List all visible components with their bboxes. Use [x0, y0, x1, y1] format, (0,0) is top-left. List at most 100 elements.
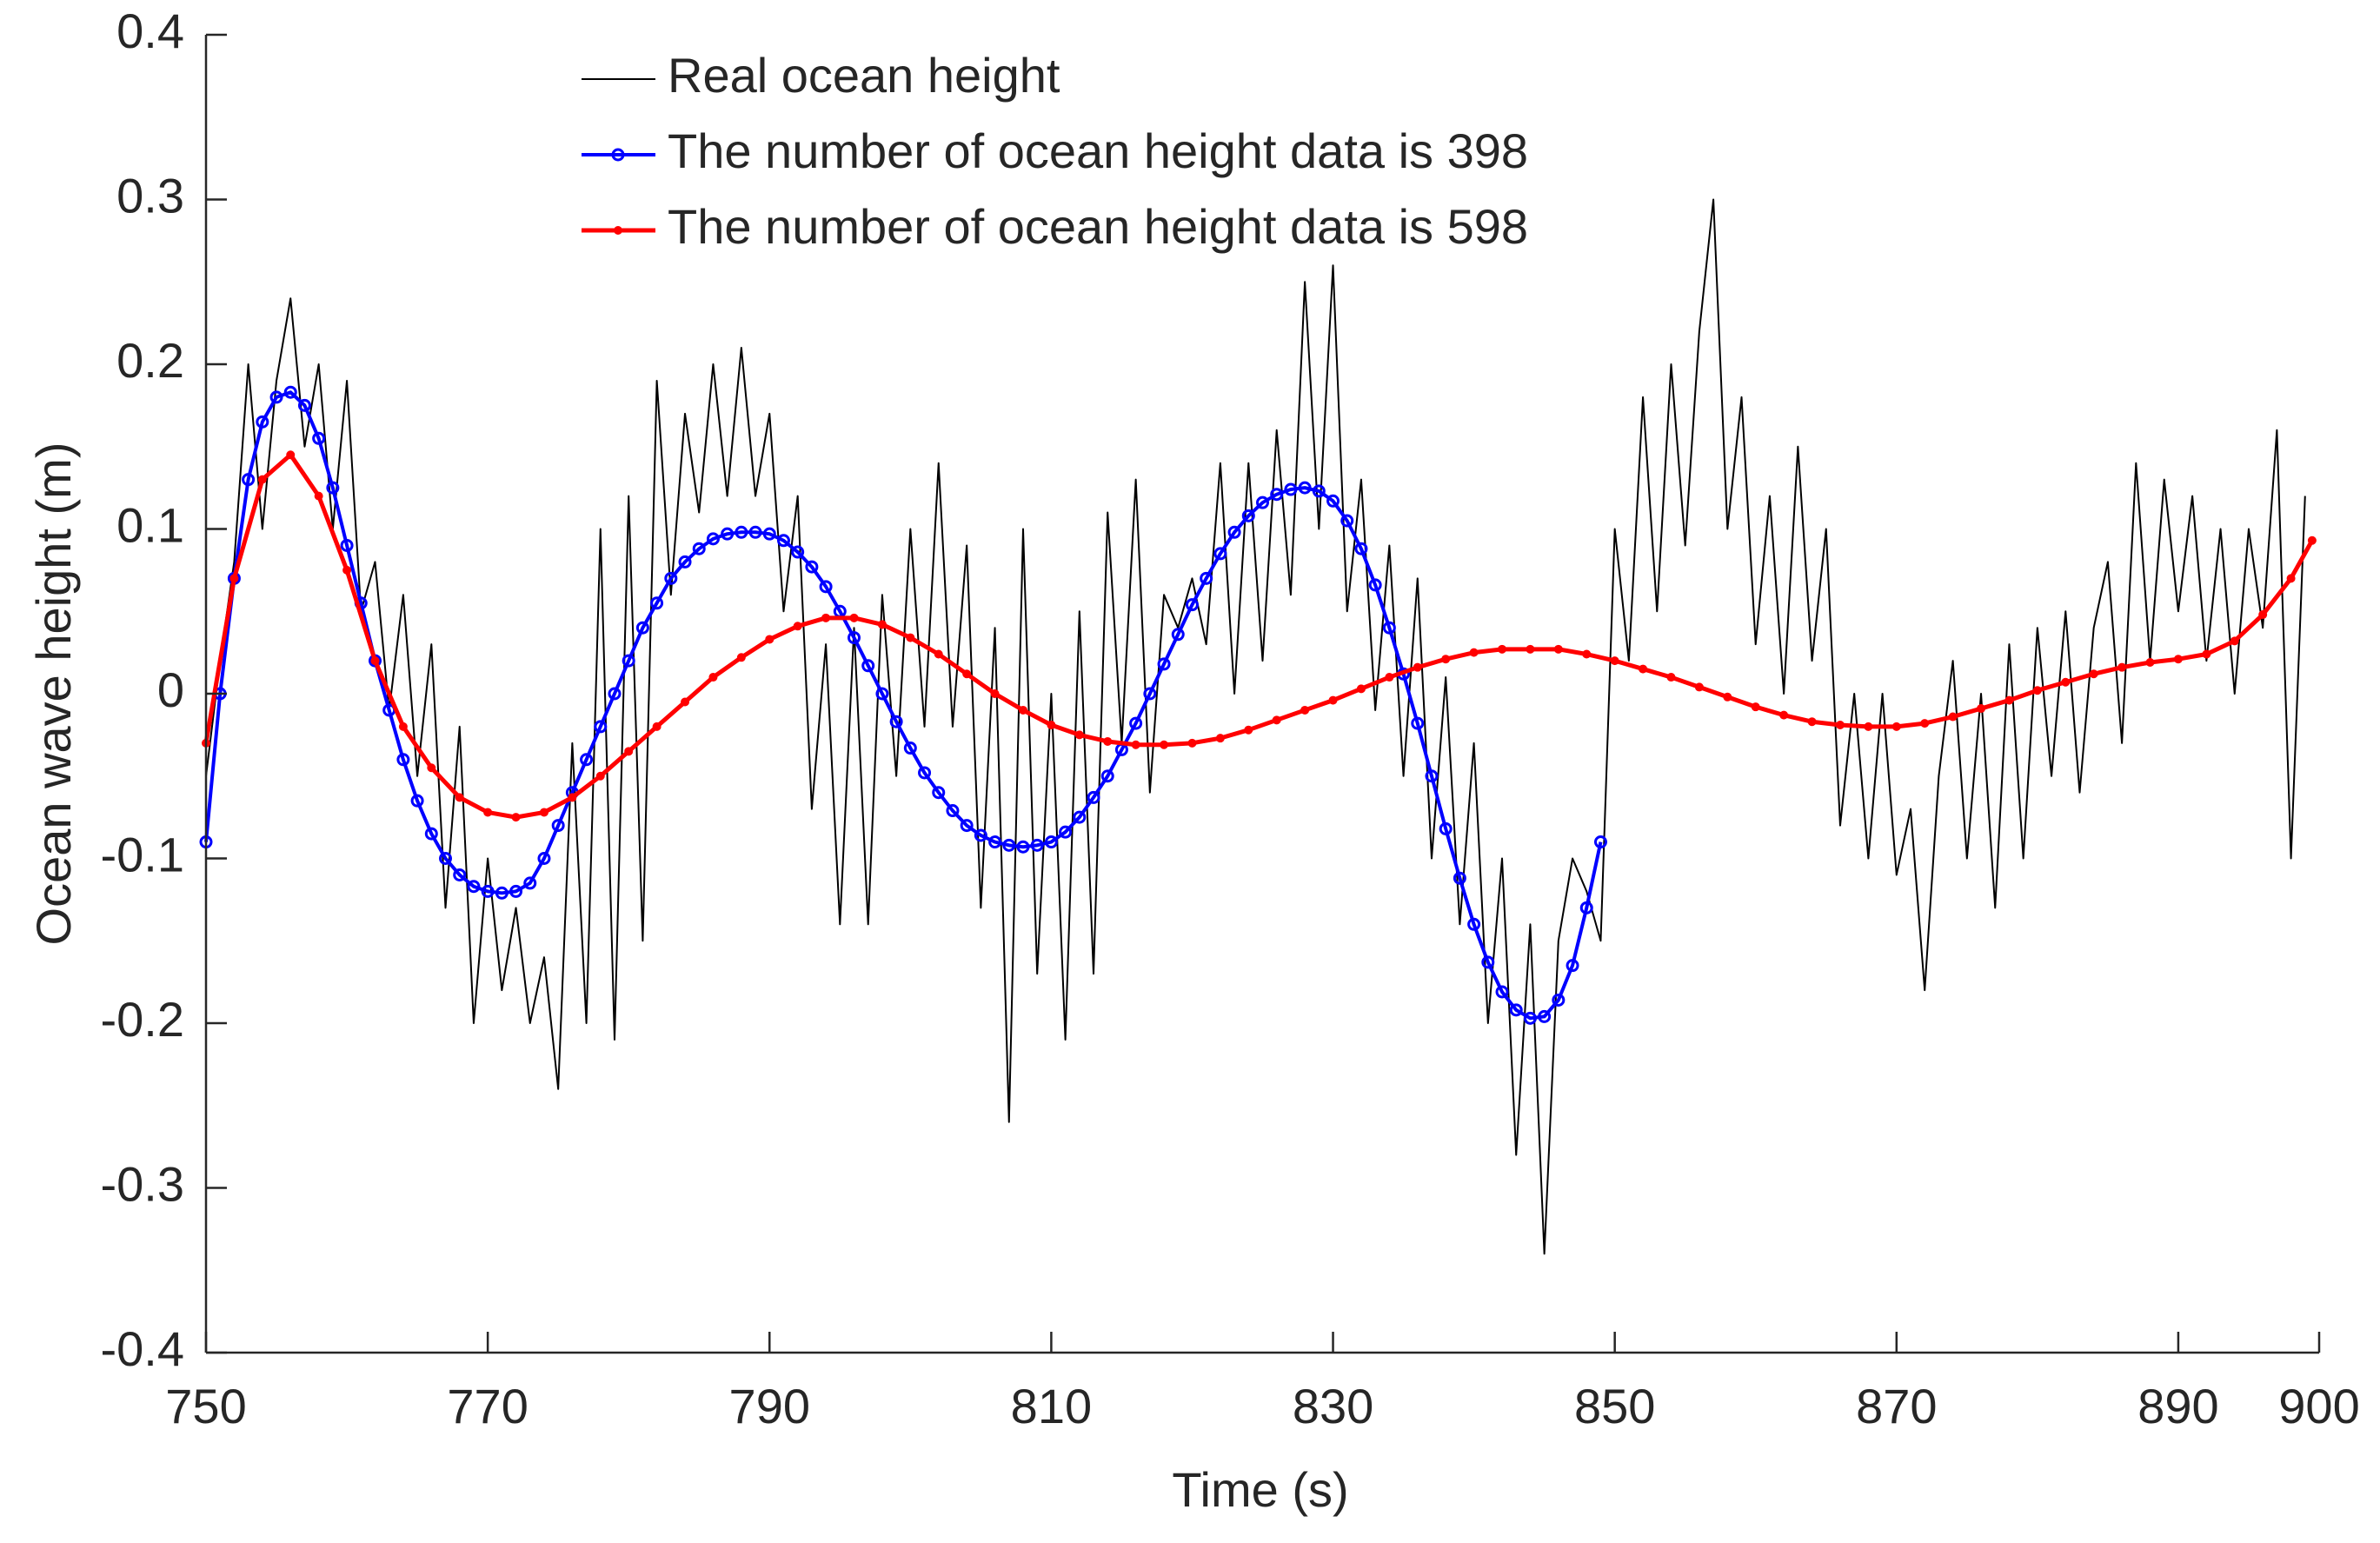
marker: [2089, 669, 2098, 679]
x-tick-label: 830: [1293, 1379, 1373, 1433]
marker: [1523, 1011, 1537, 1025]
marker: [523, 876, 537, 890]
marker: [453, 868, 467, 881]
marker: [398, 722, 408, 731]
marker: [1270, 488, 1284, 502]
marker: [635, 621, 649, 635]
marker: [793, 622, 802, 631]
marker: [1891, 722, 1901, 731]
marker: [962, 669, 972, 679]
marker: [1200, 571, 1213, 585]
marker: [821, 613, 831, 622]
marker: [537, 852, 551, 865]
marker: [2286, 574, 2296, 583]
plot-area: [199, 198, 2317, 1255]
marker: [664, 571, 678, 585]
marker: [1016, 840, 1030, 854]
marker: [424, 827, 438, 841]
marker: [765, 635, 774, 644]
marker: [1425, 769, 1439, 783]
marker: [1131, 740, 1140, 749]
marker: [611, 148, 625, 162]
marker: [1300, 705, 1310, 715]
marker: [2230, 636, 2239, 646]
y-tick-label: -0.1: [101, 827, 185, 881]
marker: [1498, 644, 1507, 654]
marker: [1593, 835, 1607, 849]
marker: [2145, 657, 2155, 667]
marker: [1666, 673, 1676, 682]
marker: [1002, 838, 1016, 852]
y-tick-label: -0.4: [101, 1321, 185, 1376]
marker: [736, 653, 746, 662]
marker: [1227, 525, 1241, 539]
x-tick-label: 750: [165, 1379, 246, 1433]
marker: [340, 538, 354, 552]
marker: [242, 473, 256, 487]
marker: [1143, 687, 1157, 701]
marker: [918, 766, 932, 780]
marker: [706, 532, 720, 546]
marker: [396, 753, 410, 767]
marker: [1047, 721, 1056, 730]
marker: [1411, 716, 1425, 730]
marker: [594, 720, 608, 734]
marker: [708, 673, 718, 682]
marker: [1579, 901, 1593, 914]
y-tick-label: 0: [157, 662, 184, 717]
marker: [580, 753, 594, 767]
marker: [283, 385, 297, 399]
marker: [1723, 692, 1732, 702]
marker: [681, 697, 690, 707]
marker: [1087, 790, 1100, 804]
marker: [889, 715, 903, 728]
legend-label: The number of ocean height data is 598: [668, 199, 1528, 254]
marker: [1694, 682, 1704, 692]
marker: [1552, 993, 1566, 1007]
marker: [1241, 509, 1255, 522]
y-tick-label: 0.3: [116, 168, 184, 223]
marker: [805, 560, 819, 574]
marker: [1030, 838, 1044, 852]
marker: [1171, 628, 1185, 642]
marker: [974, 828, 987, 842]
y-tick-label: 0.1: [116, 497, 184, 552]
marker: [483, 808, 493, 817]
marker: [776, 534, 790, 548]
marker: [2173, 655, 2183, 664]
y-tick-label: 0.2: [116, 333, 184, 388]
x-axis-label: Time (s): [1172, 1462, 1348, 1517]
marker: [960, 819, 974, 833]
marker: [650, 596, 664, 610]
marker: [934, 649, 943, 659]
marker: [608, 687, 622, 701]
series-line: [203, 452, 2315, 820]
marker: [2307, 535, 2317, 545]
marker: [1977, 704, 1986, 714]
marker: [791, 545, 805, 559]
marker: [455, 793, 464, 802]
marker: [511, 813, 521, 822]
marker: [495, 886, 509, 900]
marker: [297, 398, 311, 412]
marker: [1368, 578, 1382, 592]
marker: [1779, 710, 1789, 720]
legend-label: The number of ocean height data is 398: [668, 123, 1528, 178]
marker: [1256, 495, 1269, 509]
y-tick-label: -0.3: [101, 1156, 185, 1211]
marker: [1213, 547, 1227, 561]
marker: [1103, 736, 1113, 746]
marker: [1413, 662, 1422, 672]
marker: [1073, 810, 1087, 824]
marker: [509, 884, 523, 898]
marker: [678, 555, 692, 569]
marker: [1272, 715, 1281, 725]
marker: [370, 656, 380, 666]
x-tick-label: 810: [1011, 1379, 1092, 1433]
marker: [1129, 716, 1143, 730]
marker: [903, 742, 917, 755]
marker: [2061, 677, 2071, 687]
marker: [622, 654, 635, 668]
